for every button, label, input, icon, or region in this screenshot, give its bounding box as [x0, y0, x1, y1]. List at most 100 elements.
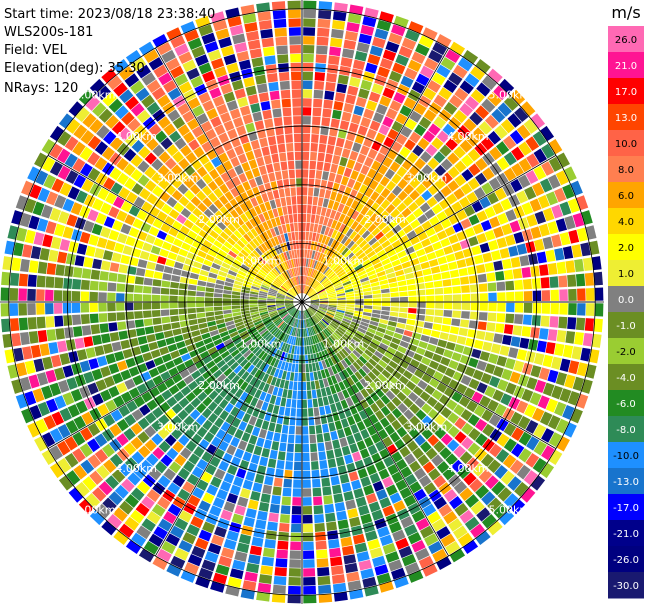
velocity-gate — [525, 136, 540, 152]
velocity-gate — [319, 320, 327, 328]
velocity-gate — [348, 341, 357, 349]
velocity-gate — [318, 274, 326, 283]
velocity-gate — [401, 335, 412, 343]
velocity-gate — [356, 42, 370, 53]
velocity-gate — [559, 303, 568, 315]
velocity-gate — [411, 81, 426, 94]
velocity-gate — [294, 372, 298, 382]
velocity-gate — [9, 272, 20, 286]
velocity-gate — [302, 328, 304, 337]
velocity-gate — [244, 22, 258, 33]
velocity-gate — [315, 531, 326, 541]
velocity-gate — [403, 409, 415, 420]
velocity-gate — [358, 505, 370, 516]
velocity-gate — [422, 503, 437, 517]
velocity-gate — [381, 240, 391, 249]
velocity-gate — [547, 262, 558, 275]
velocity-gate — [387, 128, 399, 141]
velocity-gate — [366, 464, 377, 476]
velocity-gate — [264, 411, 272, 422]
velocity-gate — [291, 327, 295, 336]
velocity-gate — [153, 237, 164, 248]
velocity-gate — [267, 303, 276, 306]
velocity-gate — [134, 285, 143, 293]
velocity-gate — [400, 126, 413, 138]
velocity-gate — [296, 408, 302, 417]
velocity-gate — [268, 512, 279, 523]
velocity-gate — [339, 156, 348, 167]
velocity-gate — [267, 307, 277, 311]
velocity-gate — [236, 542, 250, 554]
velocity-gate — [309, 169, 316, 179]
velocity-gate — [326, 247, 333, 256]
velocity-gate — [376, 270, 386, 277]
velocity-gate — [501, 223, 513, 236]
velocity-gate — [68, 487, 84, 503]
velocity-gate — [468, 320, 478, 329]
velocity-gate — [338, 350, 347, 359]
velocity-gate — [349, 150, 359, 161]
velocity-gate — [218, 440, 229, 452]
velocity-gate — [270, 314, 279, 320]
velocity-gate — [363, 108, 375, 120]
velocity-gate — [533, 352, 545, 366]
velocity-gate — [395, 479, 408, 491]
velocity-gate — [309, 345, 313, 355]
velocity-gate — [242, 580, 257, 591]
velocity-gate — [276, 45, 288, 55]
velocity-gate — [365, 385, 374, 395]
velocity-gate — [436, 364, 448, 374]
velocity-gate — [289, 416, 296, 426]
velocity-gate — [400, 75, 414, 88]
velocity-gate — [354, 371, 363, 381]
velocity-gate — [327, 237, 334, 247]
velocity-gate — [365, 62, 378, 74]
velocity-gate — [421, 164, 433, 176]
velocity-gate — [197, 391, 208, 402]
velocity-gate — [325, 314, 334, 320]
velocity-gate — [272, 486, 282, 496]
velocity-gate — [311, 232, 317, 242]
velocity-gate — [313, 335, 318, 344]
velocity-gate — [311, 316, 318, 324]
velocity-gate — [303, 27, 316, 36]
velocity-gate — [425, 309, 435, 316]
velocity-gate — [299, 355, 302, 364]
velocity-gate — [550, 303, 559, 315]
velocity-gate — [363, 374, 373, 385]
velocity-gate — [271, 495, 281, 505]
velocity-gate — [528, 253, 539, 265]
velocity-gate — [411, 539, 426, 553]
velocity-gate — [313, 241, 318, 251]
velocity-gate — [331, 319, 340, 326]
velocity-gate — [33, 358, 45, 372]
velocity-gate — [375, 398, 386, 409]
velocity-gate — [279, 152, 287, 162]
velocity-gate — [315, 63, 326, 73]
velocity-gate — [317, 397, 324, 407]
velocity-gate — [280, 89, 291, 99]
velocity-gate — [426, 295, 435, 302]
velocity-gate — [291, 231, 296, 241]
velocity-gate — [328, 539, 340, 549]
velocity-gate — [280, 342, 286, 352]
velocity-gate — [327, 325, 335, 333]
velocity-gate — [302, 71, 314, 81]
velocity-gate — [575, 273, 586, 287]
velocity-gate — [262, 46, 275, 57]
velocity-gate — [344, 562, 358, 574]
velocity-gate — [405, 246, 415, 255]
velocity-gate — [391, 185, 403, 196]
velocity-gate — [480, 453, 495, 468]
velocity-gate — [178, 314, 188, 321]
velocity-gate — [397, 402, 408, 414]
velocity-gate — [379, 253, 389, 262]
velocity-gate — [437, 339, 448, 348]
velocity-gate — [198, 529, 212, 542]
velocity-gate — [364, 246, 374, 255]
velocity-gate — [262, 373, 270, 383]
velocity-gate — [146, 489, 161, 503]
velocity-gate — [302, 142, 310, 152]
velocity-gate — [221, 377, 231, 388]
velocity-gate — [326, 144, 335, 155]
